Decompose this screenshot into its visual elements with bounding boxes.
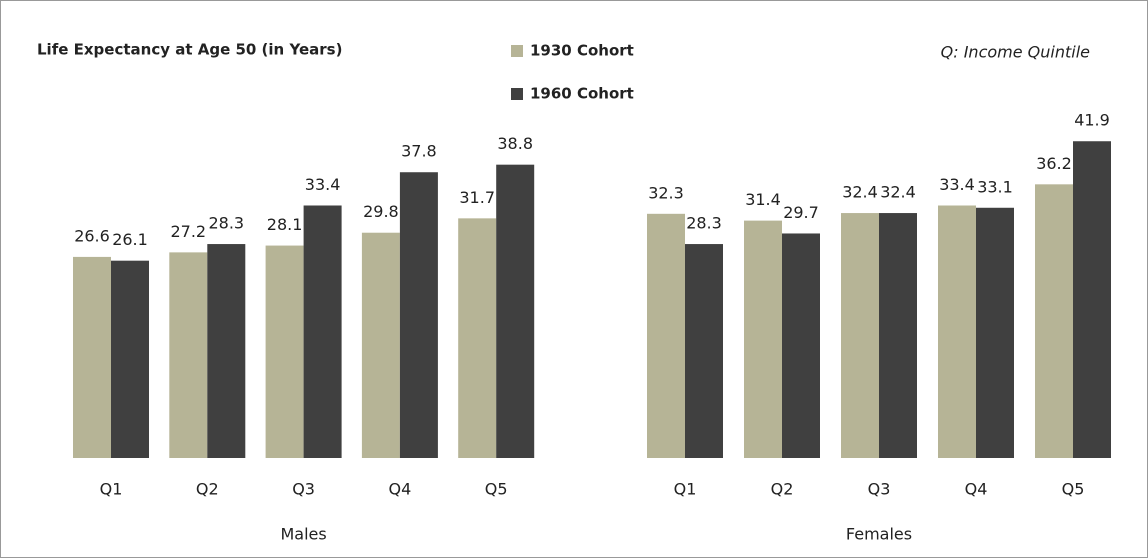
data-label: 32.4: [842, 183, 878, 202]
data-label: 32.3: [648, 183, 684, 202]
bar: [744, 220, 782, 458]
bar: [1073, 141, 1111, 458]
data-label: 28.1: [267, 215, 303, 234]
bar: [1035, 184, 1073, 458]
data-label: 26.1: [112, 230, 148, 249]
annotation: Q: Income Quintile: [941, 43, 1091, 62]
data-label: 33.4: [305, 175, 341, 194]
legend-swatch: [511, 45, 523, 57]
bar: [73, 256, 111, 458]
x-tick-label: Q5: [485, 480, 508, 499]
data-label: 33.4: [939, 175, 975, 194]
data-label: 28.3: [686, 214, 722, 233]
data-label: 31.4: [745, 190, 781, 209]
bar: [938, 205, 976, 458]
group-label: Females: [846, 525, 912, 544]
bar: [685, 244, 723, 458]
data-label: 41.9: [1074, 111, 1110, 130]
bar: [399, 172, 438, 458]
bar: [782, 233, 820, 458]
legend-swatch: [511, 88, 523, 100]
x-tick-label: Q1: [100, 480, 123, 499]
x-tick-label: Q4: [965, 480, 988, 499]
bar: [169, 252, 208, 458]
bar: [879, 213, 917, 458]
legend-label: 1960 Cohort: [530, 85, 634, 103]
bar: [458, 218, 497, 458]
bar: [207, 244, 246, 458]
bar: [647, 213, 685, 458]
bar: [111, 260, 149, 458]
bar: [303, 205, 342, 458]
chart-title: Life Expectancy at Age 50 (in Years): [37, 41, 342, 59]
bar: [976, 207, 1014, 458]
data-label: 36.2: [1036, 154, 1072, 173]
data-label: 26.6: [74, 226, 110, 245]
x-tick-label: Q2: [196, 480, 219, 499]
x-tick-label: Q3: [868, 480, 891, 499]
x-tick-label: Q3: [292, 480, 315, 499]
bar: [361, 232, 400, 458]
group-label: Males: [280, 525, 326, 544]
data-label: 37.8: [401, 142, 437, 161]
bar: [265, 245, 304, 458]
data-label: 29.7: [783, 203, 819, 222]
x-tick-label: Q5: [1062, 480, 1085, 499]
x-tick-label: Q1: [674, 480, 697, 499]
bar: [841, 213, 879, 458]
data-label: 29.8: [363, 202, 399, 221]
x-tick-label: Q4: [389, 480, 412, 499]
data-label: 38.8: [497, 134, 533, 153]
data-label: 31.7: [459, 188, 495, 207]
data-label: 32.4: [880, 183, 916, 202]
x-tick-label: Q2: [771, 480, 794, 499]
data-label: 28.3: [208, 214, 244, 233]
data-label: 33.1: [977, 177, 1013, 196]
legend-label: 1930 Cohort: [530, 42, 634, 60]
data-label: 27.2: [170, 222, 206, 241]
bar: [496, 164, 535, 458]
